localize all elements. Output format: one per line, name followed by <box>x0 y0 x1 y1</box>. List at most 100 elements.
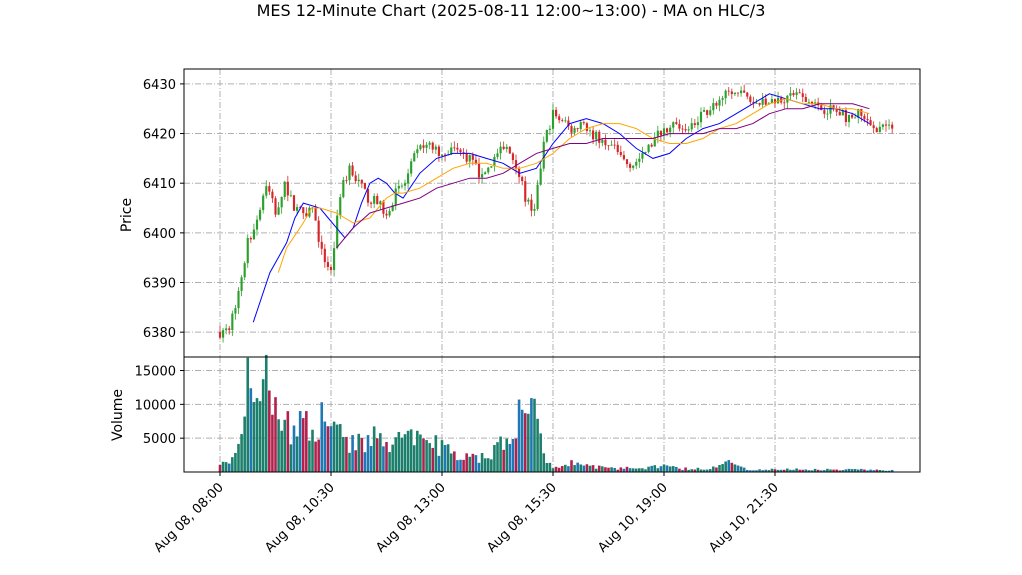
candle-body <box>804 96 807 102</box>
candle-body <box>514 160 518 169</box>
volume-bar <box>382 446 385 472</box>
volume-bar <box>878 470 882 472</box>
volume-bar <box>499 436 502 472</box>
volume-bar <box>443 445 447 472</box>
candle-body <box>382 201 385 214</box>
candle-body <box>585 123 588 131</box>
volume-bar <box>690 469 694 472</box>
volume-bar <box>601 466 604 472</box>
candle-body <box>456 147 459 150</box>
candle-body <box>647 144 650 153</box>
candle-body <box>872 125 875 129</box>
volume-bar <box>449 453 453 472</box>
volume-bar <box>493 444 496 472</box>
volume-bar <box>545 463 549 472</box>
candle-body <box>376 196 379 205</box>
volume-bar <box>326 426 330 472</box>
candle-body <box>459 149 462 153</box>
candle-body <box>743 90 746 93</box>
volume-bar <box>234 452 237 472</box>
volume-bar <box>536 418 539 472</box>
candle-body <box>656 130 659 138</box>
volume-bar <box>227 463 231 472</box>
volume-bar <box>305 411 308 472</box>
candle-body <box>573 128 576 133</box>
volume-bar <box>776 469 780 472</box>
candle-body <box>888 124 891 126</box>
volume-bar <box>816 469 820 472</box>
moving-average-lines <box>252 93 870 323</box>
volume-bar <box>511 438 515 472</box>
volume-bar <box>366 435 370 472</box>
volume-bar <box>474 455 478 472</box>
volume-bar <box>773 469 777 472</box>
candle-body <box>234 308 237 314</box>
volume-bar <box>496 442 499 472</box>
volume-bar <box>298 411 302 472</box>
candle-body <box>835 109 838 112</box>
volume-bar <box>394 437 398 472</box>
candle-body <box>329 267 333 271</box>
volume-bar <box>459 459 462 472</box>
candle-body <box>539 168 542 185</box>
candle-body <box>542 141 545 169</box>
moving-average-line <box>252 93 870 323</box>
volume-bar <box>490 459 493 472</box>
candle-body <box>431 142 434 150</box>
volume-bar <box>375 438 379 472</box>
volume-bar <box>252 402 256 472</box>
candle-body <box>650 144 653 147</box>
candle-body <box>468 155 471 162</box>
volume-bar <box>354 450 357 472</box>
candle-body <box>622 155 625 160</box>
candle-body <box>823 110 826 114</box>
volume-bar <box>810 470 814 472</box>
candle-body <box>413 153 416 162</box>
candle-body <box>465 153 468 162</box>
candle-body <box>829 105 832 114</box>
candle-body <box>798 92 801 94</box>
volume-bar <box>863 469 866 472</box>
volume-bar <box>736 465 740 472</box>
volume-bar <box>357 433 361 472</box>
candle-body <box>693 123 696 126</box>
volume-tick-label: 15000 <box>135 365 176 380</box>
price-axis: 6380 6390 6400 6410 6420 6430 <box>143 78 184 341</box>
volume-bar <box>218 464 222 472</box>
candle-body <box>342 179 345 198</box>
candle-body <box>740 90 743 94</box>
candle-body <box>530 199 533 211</box>
volume-bar <box>570 460 573 472</box>
volume-bar <box>351 435 354 472</box>
candle-body <box>551 109 555 129</box>
volume-bar <box>468 456 472 472</box>
volume-bar <box>486 458 490 472</box>
price-axis-label: Price <box>119 198 135 232</box>
candle-body <box>388 211 391 216</box>
volume-bar <box>231 457 234 472</box>
candle-body <box>699 111 703 123</box>
candle-body <box>555 109 558 117</box>
volume-bar <box>890 469 894 472</box>
candle-body <box>810 101 814 104</box>
candle-body <box>416 149 419 154</box>
candle-body <box>299 207 302 208</box>
time-axis: Aug 08, 08:00 Aug 08, 10:30 Aug 08, 13:00 A… <box>151 472 782 556</box>
volume-bar <box>258 401 262 472</box>
volume-bar <box>483 458 487 472</box>
volume-bar <box>573 465 576 472</box>
volume-bar <box>764 469 768 472</box>
candle-body <box>709 110 712 115</box>
volume-bar <box>434 435 438 472</box>
volume-bar <box>261 379 265 472</box>
volume-bar <box>767 470 771 472</box>
volume-bar <box>342 436 345 472</box>
volume-bar <box>622 468 626 472</box>
candle-body <box>545 129 548 142</box>
candle-body <box>440 154 444 156</box>
volume-tick-label: 5000 <box>143 432 176 447</box>
candle-body <box>527 199 530 202</box>
candle-body <box>595 131 598 140</box>
candle-body <box>437 146 440 156</box>
candle-body <box>524 181 527 202</box>
